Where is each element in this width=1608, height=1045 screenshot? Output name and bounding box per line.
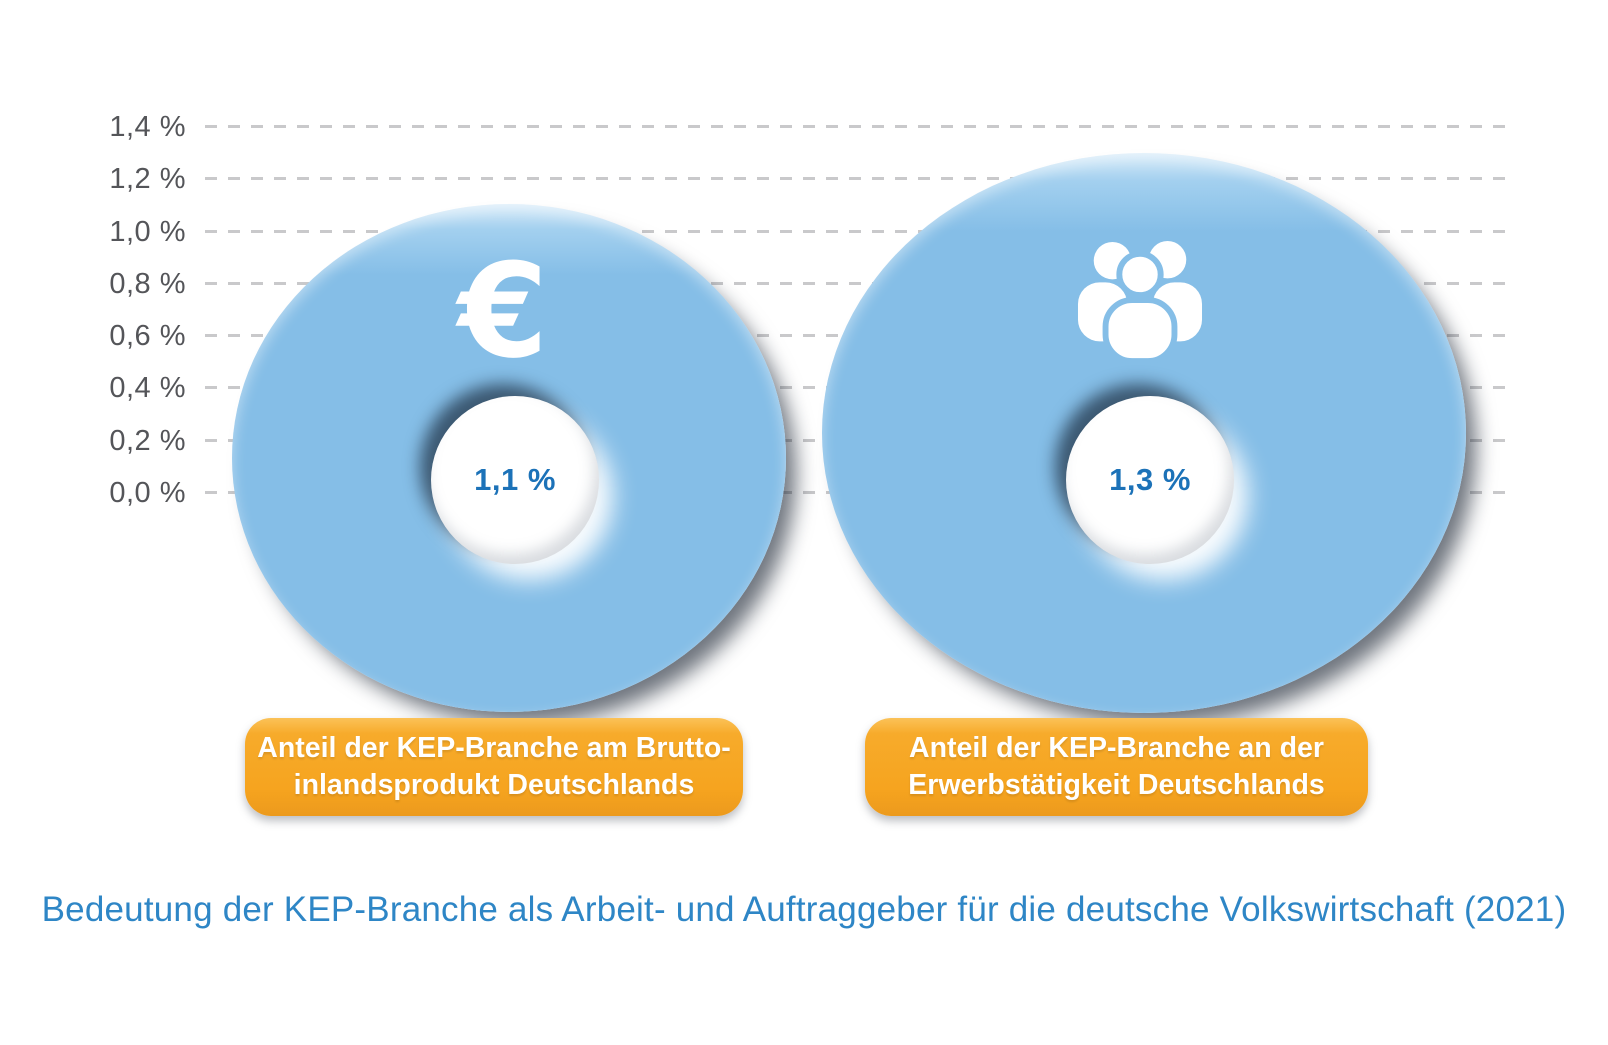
- y-tick-label: 0,4 %: [109, 372, 186, 404]
- gridline: [205, 125, 1505, 128]
- employment-share-caption: Anteil der KEP-Branche an der Erwerbstät…: [865, 718, 1368, 816]
- euro-icon: €: [457, 235, 549, 387]
- employment-share-value: 1,3 %: [1109, 462, 1191, 497]
- gdp-share-caption-line1: Anteil der KEP-Branche am Brutto-: [257, 732, 731, 764]
- y-tick-label: 0,0 %: [109, 477, 186, 509]
- gdp-share-caption-line2: inlandsprodukt Deutschlands: [293, 769, 695, 801]
- employment-share-caption-line2: Erwerbstätigkeit Deutschlands: [908, 769, 1325, 801]
- people-icon: [1077, 240, 1203, 365]
- y-tick-label: 1,0 %: [109, 216, 186, 248]
- gridline: [205, 230, 1505, 233]
- gridline: [205, 282, 1505, 285]
- gdp-share-value: 1,1 %: [474, 462, 556, 497]
- gridline: [205, 177, 1505, 180]
- employment-share-value-hole: 1,3 %: [1066, 396, 1234, 564]
- figure-title: Bedeutung der KEP-Branche als Arbeit- un…: [41, 890, 1567, 929]
- y-tick-label: 0,8 %: [109, 268, 186, 300]
- y-tick-label: 1,2 %: [109, 163, 186, 195]
- y-tick-label: 0,6 %: [109, 320, 186, 352]
- gdp-share-caption: Anteil der KEP-Branche am Brutto- inland…: [245, 718, 743, 816]
- gdp-share-value-hole: 1,1 %: [431, 396, 599, 564]
- y-tick-label: 0,2 %: [109, 425, 186, 457]
- employment-share-caption-line1: Anteil der KEP-Branche an der: [909, 732, 1324, 764]
- y-tick-label: 1,4 %: [109, 111, 186, 143]
